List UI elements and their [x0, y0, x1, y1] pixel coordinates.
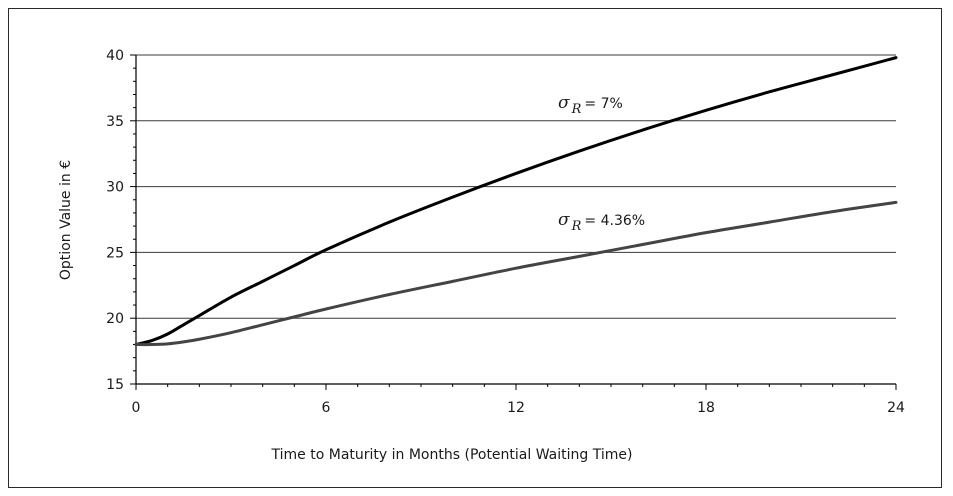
sigma-symbol: σ: [558, 210, 570, 230]
sigma-subscript: R: [571, 219, 582, 234]
y-tick-label: 15: [106, 377, 124, 393]
annotation-value: = 7%: [584, 96, 622, 112]
annotations: σ R = 7%σ R = 4.36%: [558, 93, 645, 234]
x-tick-label: 6: [322, 400, 331, 416]
series-group: [134, 56, 898, 347]
y-tick-label: 20: [106, 311, 124, 327]
grid-lines: [136, 54, 896, 319]
series-line: [134, 56, 898, 347]
x-tick-label: 18: [697, 400, 715, 416]
axes: 15 20 25 30 35 40 0 6 12 18 24: [106, 48, 905, 416]
y-tick-label: 25: [106, 245, 124, 261]
x-axis-title: Time to Maturity in Months (Potential Wa…: [271, 447, 633, 463]
series-line: [134, 200, 898, 347]
series-annotation: σ R = 7%: [558, 93, 623, 117]
series-annotation: σ R = 4.36%: [558, 210, 645, 234]
y-axis-title: Option Value in €: [58, 160, 74, 280]
x-tick-label: 0: [132, 400, 141, 416]
x-tick-label: 12: [507, 400, 525, 416]
x-tick-label: 24: [887, 400, 905, 416]
sigma-subscript: R: [571, 102, 582, 117]
sigma-symbol: σ: [558, 93, 570, 113]
annotation-value: = 4.36%: [584, 213, 645, 229]
y-tick-label: 40: [106, 48, 124, 64]
y-tick-label: 30: [106, 180, 124, 196]
y-tick-label: 35: [106, 114, 124, 130]
